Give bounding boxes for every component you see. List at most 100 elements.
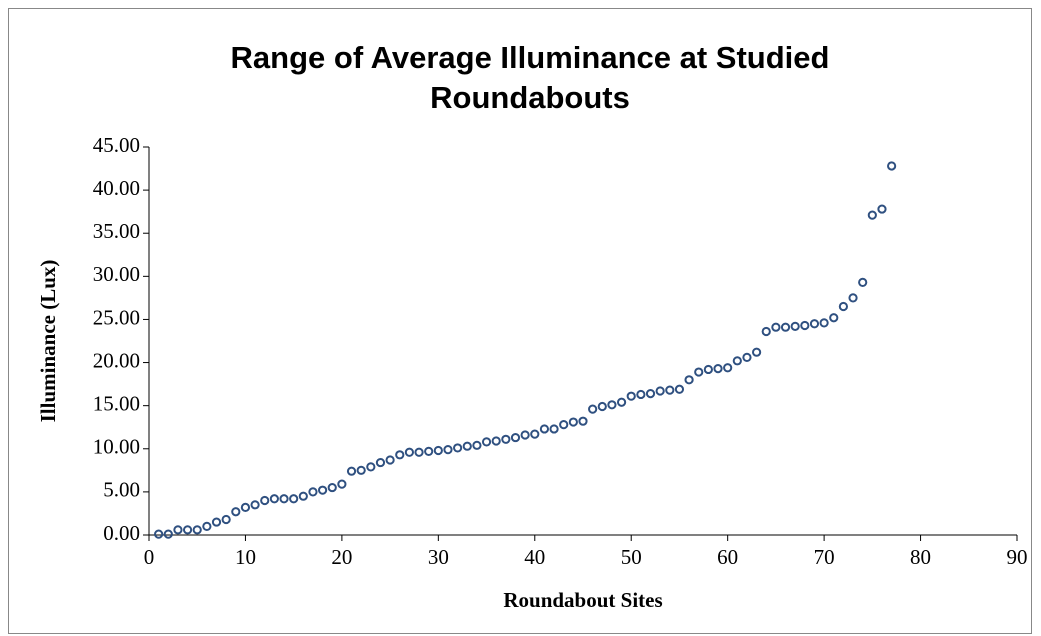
data-point xyxy=(289,494,299,504)
y-axis-label: Illuminance (Lux) xyxy=(36,260,60,423)
data-point xyxy=(462,441,472,451)
data-point xyxy=(723,363,733,373)
data-point xyxy=(809,319,820,329)
x-tick-label: 40 xyxy=(524,545,545,569)
data-point xyxy=(424,446,434,456)
data-point xyxy=(838,301,849,312)
data-point xyxy=(520,430,530,440)
data-point xyxy=(327,482,337,493)
data-point xyxy=(800,320,810,331)
data-point xyxy=(877,204,887,214)
data-point xyxy=(337,479,347,489)
data-point xyxy=(414,447,424,457)
data-point xyxy=(250,500,260,510)
x-tick-label: 10 xyxy=(235,545,256,569)
x-tick-label: 20 xyxy=(331,545,352,569)
data-point xyxy=(501,434,511,444)
y-tick-label: 10.00 xyxy=(93,435,140,459)
data-point xyxy=(597,401,607,412)
data-point xyxy=(279,494,289,504)
data-point xyxy=(404,447,414,457)
data-point xyxy=(742,352,752,362)
data-point xyxy=(154,529,164,539)
data-point xyxy=(443,445,453,455)
data-point xyxy=(578,416,588,426)
data-point xyxy=(761,326,771,337)
y-tick-label: 0.00 xyxy=(103,521,140,545)
data-point xyxy=(713,363,723,374)
data-point xyxy=(790,321,800,331)
x-tick-label: 80 xyxy=(910,545,931,569)
data-point xyxy=(173,525,183,535)
data-point xyxy=(260,495,270,506)
data-point xyxy=(703,364,713,375)
data-point xyxy=(674,384,685,394)
data-point xyxy=(346,466,357,476)
data-point xyxy=(684,375,694,385)
data-point xyxy=(819,318,829,328)
x-tick-label: 50 xyxy=(621,545,642,569)
data-point xyxy=(356,465,366,475)
data-point xyxy=(752,347,762,357)
data-point xyxy=(616,397,627,407)
data-point xyxy=(588,404,598,414)
x-tick-label: 70 xyxy=(814,545,835,569)
data-point xyxy=(298,491,308,501)
y-tick-label: 25.00 xyxy=(93,305,140,329)
data-point xyxy=(549,424,559,434)
data-point xyxy=(867,210,877,220)
data-point xyxy=(829,313,839,323)
data-point xyxy=(221,514,231,525)
data-point xyxy=(385,455,395,465)
data-point xyxy=(626,391,636,401)
y-tick-label: 40.00 xyxy=(93,176,140,200)
data-point xyxy=(771,322,781,332)
data-point xyxy=(559,420,569,430)
data-point xyxy=(182,525,193,535)
data-point xyxy=(192,525,202,535)
data-point xyxy=(202,521,212,531)
data-point xyxy=(491,436,501,446)
data-point xyxy=(655,386,665,396)
data-point xyxy=(607,400,617,410)
data-point xyxy=(887,161,897,171)
data-point xyxy=(780,322,791,332)
data-point xyxy=(433,445,443,456)
data-point xyxy=(211,517,222,527)
data-point xyxy=(732,356,742,366)
data-point xyxy=(308,487,318,497)
x-tick-label: 30 xyxy=(428,545,449,569)
y-tick-label: 30.00 xyxy=(93,262,140,286)
data-point xyxy=(665,385,675,395)
data-point xyxy=(481,437,492,447)
data-point xyxy=(375,457,386,468)
data-point xyxy=(858,277,868,287)
x-axis-label: Roundabout Sites xyxy=(503,588,662,612)
y-tick-label: 20.00 xyxy=(93,348,140,372)
x-tick-label: 60 xyxy=(717,545,738,569)
data-point xyxy=(848,293,858,303)
chart-title: Range of Average Illuminance at Studied … xyxy=(230,40,830,115)
data-point xyxy=(240,502,251,513)
y-tick-label: 5.00 xyxy=(103,478,140,502)
data-point xyxy=(645,388,656,399)
y-tick-label: 15.00 xyxy=(93,391,140,415)
data-point xyxy=(472,440,482,450)
data-point xyxy=(395,450,405,460)
chart-frame xyxy=(8,8,1032,634)
data-point xyxy=(366,462,376,472)
y-tick-label: 45.00 xyxy=(93,133,140,157)
data-point xyxy=(231,507,241,517)
x-tick-label: 90 xyxy=(1007,545,1028,569)
data-point xyxy=(530,429,540,439)
data-point xyxy=(163,529,173,539)
data-point xyxy=(568,417,578,427)
data-point xyxy=(453,443,463,453)
data-point xyxy=(694,367,704,377)
data-point xyxy=(510,432,521,443)
data-point xyxy=(269,494,279,504)
x-tick-label: 0 xyxy=(144,545,155,569)
data-point xyxy=(318,485,328,495)
